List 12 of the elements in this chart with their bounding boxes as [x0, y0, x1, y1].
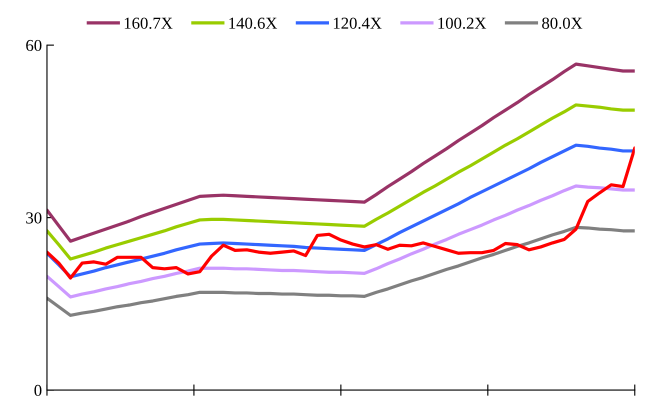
- legend-label: 80.0X: [542, 18, 582, 29]
- line-series: [46, 62, 635, 243]
- legend-label: 160.7X: [124, 18, 173, 29]
- legend-label: 140.6X: [229, 18, 278, 29]
- y-tick-label: 0: [34, 384, 42, 396]
- y-tick-label: 30: [26, 212, 42, 224]
- legend-label: 120.4X: [334, 18, 382, 29]
- line-series: [46, 103, 635, 261]
- y-tick-label: 60: [26, 40, 42, 52]
- legend-label: 100.2X: [438, 18, 486, 29]
- line-series: [46, 226, 635, 317]
- line-series: [46, 184, 635, 299]
